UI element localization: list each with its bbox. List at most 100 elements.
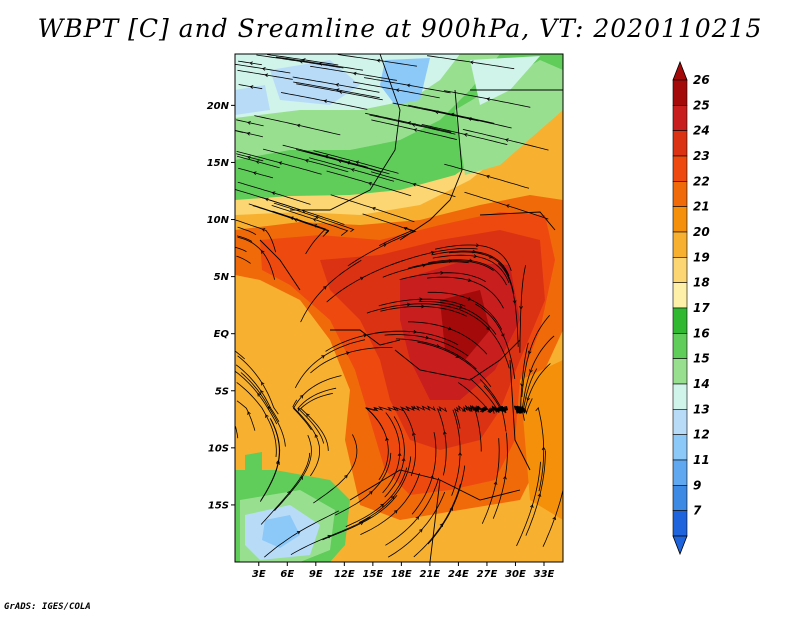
streamline-arrow: [324, 154, 329, 159]
streamline-arrow: [413, 128, 418, 132]
streamline-arrow: [472, 249, 476, 254]
streamline: [236, 400, 256, 431]
streamline: [237, 181, 311, 205]
lat-tick-label: 15S: [208, 500, 229, 511]
lat-tick-label: 10S: [208, 443, 229, 454]
lat-tick-label: 15N: [207, 158, 230, 169]
streamline-arrow: [312, 218, 317, 222]
streamline-arrow: [255, 160, 260, 164]
streamline-arrow: [323, 285, 327, 290]
colorbar-swatch: [672, 434, 688, 461]
colorbar-label: 16: [693, 326, 710, 340]
streamline-arrow: [385, 437, 389, 442]
lon-tick-label: 30E: [505, 569, 526, 580]
streamline-arrow: [249, 85, 254, 89]
streamline-arrow: [315, 215, 319, 220]
colorbar-label: 11: [693, 453, 710, 467]
streamline-arrow: [412, 182, 417, 187]
colorbar-label: 19: [693, 250, 710, 264]
streamline-arrow: [462, 408, 466, 412]
streamline-arrow: [276, 461, 280, 465]
streamline-arrow: [442, 430, 447, 435]
colorbar-swatch: [672, 510, 688, 537]
streamline: [542, 490, 563, 547]
latitude-axis: 20N 15N 10N 5N EQ 5S 10S 15S: [207, 101, 235, 511]
streamline: [235, 246, 247, 252]
streamline: [236, 153, 264, 162]
streamline-arrow: [359, 521, 364, 526]
streamline-arrow: [552, 516, 557, 521]
streamline-arrow: [485, 174, 490, 179]
streamline-arrow: [257, 392, 261, 397]
lat-tick-label: 20N: [207, 101, 230, 112]
streamline-arrow: [296, 530, 301, 535]
streamline-arrow: [264, 73, 269, 78]
streamline-arrow: [450, 112, 455, 117]
colorbar-swatch: [672, 181, 688, 207]
streamline-arrow: [368, 181, 372, 186]
streamline-arrow: [299, 394, 304, 399]
streamline: [236, 119, 264, 127]
streamline-arrow: [278, 161, 283, 165]
streamline-arrow: [359, 276, 364, 281]
lon-tick-label: 12E: [334, 569, 355, 580]
chart-title: WBPT [C] and Sreamline at 900hPa, VT: 20…: [37, 14, 763, 43]
streamline-arrow: [271, 191, 276, 195]
streamline-arrow: [467, 117, 472, 121]
colorbar-label: 23: [693, 149, 710, 163]
streamline-arrow: [455, 354, 460, 358]
colorbar-label: 24: [693, 124, 710, 138]
south-green-patch: [245, 452, 262, 480]
streamline: [237, 155, 280, 169]
streamline-arrow: [463, 133, 468, 137]
streamline-arrow: [505, 204, 510, 208]
streamline-arrow: [318, 61, 323, 66]
streamline-arrow: [252, 171, 257, 175]
streamline-arrow: [397, 452, 402, 457]
streamline-arrow: [314, 433, 319, 438]
colorbar-label: 20: [693, 225, 710, 239]
streamline-arrow: [369, 490, 373, 495]
colorbar-swatch: [672, 282, 688, 309]
streamline-arrow: [473, 254, 478, 259]
colorbar-label: 18: [693, 276, 710, 290]
streamline-arrow: [335, 83, 340, 87]
streamline-arrow: [261, 67, 266, 71]
south-east-orange: [420, 530, 563, 562]
northeast-lightgreen: [455, 60, 563, 175]
colorbar-swatch: [672, 105, 688, 131]
streamline-arrow: [350, 168, 355, 172]
streamline-arrow: [486, 326, 490, 331]
streamline-arrow: [335, 88, 340, 92]
colorbar-swatch: [672, 358, 688, 385]
lon-tick-label: 9E: [309, 569, 323, 580]
streamline-arrow: [261, 381, 265, 386]
streamline: [236, 235, 253, 242]
colorbar-label: 25: [693, 98, 710, 112]
streamline-arrow: [352, 71, 357, 76]
streamline-arrow: [497, 406, 502, 411]
streamline-arrow: [380, 503, 385, 508]
streamline-arrow: [413, 329, 418, 334]
streamline-arrow: [501, 333, 505, 338]
streamline-arrow: [430, 250, 435, 255]
colorbar-label: 9: [693, 478, 701, 492]
map-frame: [234, 53, 564, 563]
colorbar-swatch: [672, 383, 688, 410]
streamline-arrow: [247, 121, 251, 125]
streamline-arrow: [425, 335, 430, 340]
grads-credit: GrADS: IGES/COLA: [4, 602, 91, 612]
streamline-arrow: [458, 452, 462, 456]
lat-tick-label: 5S: [215, 386, 229, 397]
streamline-arrow: [448, 326, 452, 331]
streamline-arrow: [289, 216, 294, 221]
streamline-arrow: [430, 475, 434, 479]
colorbar-swatch: [672, 130, 688, 157]
streamline-arrow: [296, 123, 301, 128]
colorbar-swatch: [672, 257, 688, 283]
streamline-arrow: [469, 60, 474, 65]
north-blue-1: [270, 60, 360, 105]
lon-tick-label: 33E: [534, 569, 555, 580]
streamline-arrow: [421, 304, 425, 309]
streamline-arrow: [537, 493, 542, 497]
